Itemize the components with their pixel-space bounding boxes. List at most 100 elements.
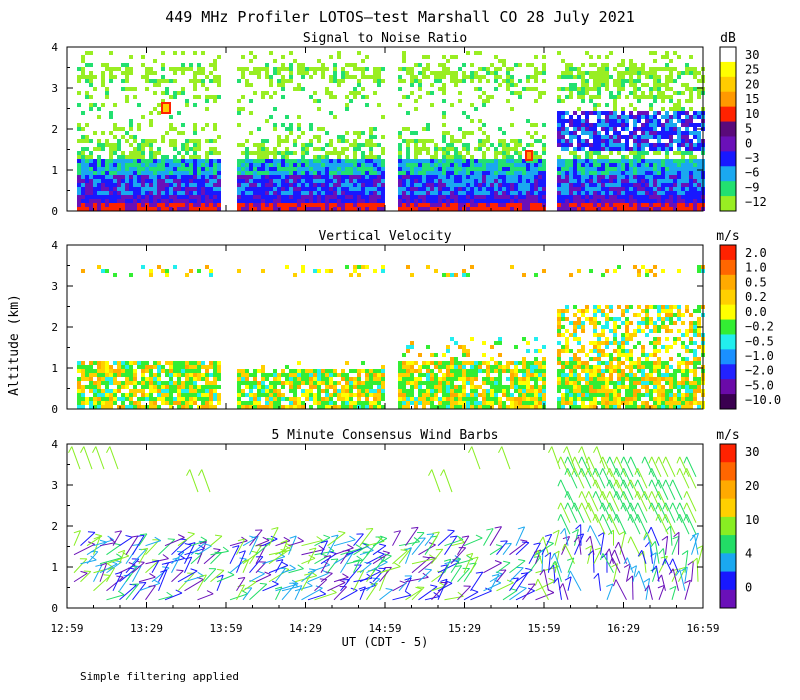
- snr-cell: [398, 203, 402, 207]
- velocity-cell: [289, 385, 293, 389]
- snr-cell: [273, 199, 277, 203]
- velocity-cell: [197, 365, 201, 369]
- velocity-cell: [213, 389, 217, 393]
- snr-cell: [454, 71, 458, 75]
- snr-cell: [621, 191, 625, 195]
- snr-cell: [145, 71, 149, 75]
- snr-cell: [269, 207, 273, 211]
- snr-cell: [265, 155, 269, 159]
- snr-cell: [669, 135, 673, 139]
- velocity-cell: [526, 385, 530, 389]
- snr-cell: [633, 147, 637, 151]
- velocity-cell: [569, 357, 573, 361]
- snr-cell: [561, 71, 565, 75]
- snr-cell: [613, 107, 617, 111]
- snr-cell: [325, 159, 329, 163]
- snr-cell: [617, 119, 621, 123]
- velocity-cell: [381, 269, 385, 273]
- velocity-cell: [341, 397, 345, 401]
- velocity-cell: [137, 365, 141, 369]
- velocity-cell: [353, 265, 357, 269]
- snr-cell: [617, 159, 621, 163]
- velocity-cell: [426, 381, 430, 385]
- snr-cell: [613, 127, 617, 131]
- snr-cell: [585, 51, 589, 55]
- snr-cell: [569, 203, 573, 207]
- snr-cell: [410, 199, 414, 203]
- snr-cell: [101, 183, 105, 187]
- snr-cell: [289, 151, 293, 155]
- snr-cell: [205, 123, 209, 127]
- snr-cell: [369, 147, 373, 151]
- snr-cell: [561, 147, 565, 151]
- snr-cell: [458, 179, 462, 183]
- snr-cell: [577, 179, 581, 183]
- snr-cell: [534, 207, 538, 211]
- snr-cell: [681, 199, 685, 203]
- snr-cell: [494, 179, 498, 183]
- snr-cell: [697, 147, 701, 151]
- snr-cell: [526, 175, 530, 179]
- snr-cell: [305, 167, 309, 171]
- snr-cell: [625, 207, 629, 211]
- snr-cell: [277, 195, 281, 199]
- velocity-cell: [470, 389, 474, 393]
- snr-cell: [494, 167, 498, 171]
- velocity-cell: [345, 377, 349, 381]
- velocity-cell: [581, 365, 585, 369]
- velocity-cell: [245, 405, 249, 409]
- snr-cell: [189, 183, 193, 187]
- snr-cell: [446, 147, 450, 151]
- velocity-cell: [117, 389, 121, 393]
- snr-cell: [145, 167, 149, 171]
- snr-cell: [689, 95, 693, 99]
- snr-cell: [121, 79, 125, 83]
- snr-cell: [637, 195, 641, 199]
- snr-cell: [321, 175, 325, 179]
- snr-cell: [637, 159, 641, 163]
- velocity-cell: [565, 317, 569, 321]
- velocity-cell: [377, 373, 381, 377]
- velocity-cell: [77, 393, 81, 397]
- snr-cell: [697, 207, 701, 211]
- snr-cell: [633, 167, 637, 171]
- snr-cell: [109, 159, 113, 163]
- snr-cell: [101, 175, 105, 179]
- snr-cell: [277, 151, 281, 155]
- snr-cell: [538, 95, 542, 99]
- snr-cell: [97, 199, 101, 203]
- snr-cell: [673, 183, 677, 187]
- snr-cell: [625, 203, 629, 207]
- snr-cell: [253, 191, 257, 195]
- snr-cell: [93, 203, 97, 207]
- snr-cell: [661, 175, 665, 179]
- velocity-cell: [281, 385, 285, 389]
- velocity-cell: [129, 401, 133, 405]
- colorbar-swatch: [720, 136, 736, 152]
- snr-cell: [81, 147, 85, 151]
- snr-cell: [265, 75, 269, 79]
- snr-cell: [649, 191, 653, 195]
- colorbar-frame: [719, 46, 737, 212]
- snr-cell: [189, 203, 193, 207]
- snr-cell: [593, 175, 597, 179]
- snr-cell: [169, 127, 173, 131]
- snr-cell: [502, 171, 506, 175]
- snr-cell: [577, 203, 581, 207]
- snr-cell: [77, 163, 81, 167]
- snr-cell: [613, 191, 617, 195]
- velocity-cell: [197, 393, 201, 397]
- snr-cell: [325, 183, 329, 187]
- snr-cell: [430, 207, 434, 211]
- snr-cell: [241, 187, 245, 191]
- snr-cell: [593, 187, 597, 191]
- snr-cell: [149, 183, 153, 187]
- snr-cell: [277, 163, 281, 167]
- velocity-cell: [402, 353, 406, 357]
- velocity-cell: [601, 325, 605, 329]
- velocity-cell: [289, 377, 293, 381]
- snr-cell: [357, 51, 361, 55]
- snr-cell: [365, 175, 369, 179]
- velocity-cell: [434, 381, 438, 385]
- snr-cell: [398, 147, 402, 151]
